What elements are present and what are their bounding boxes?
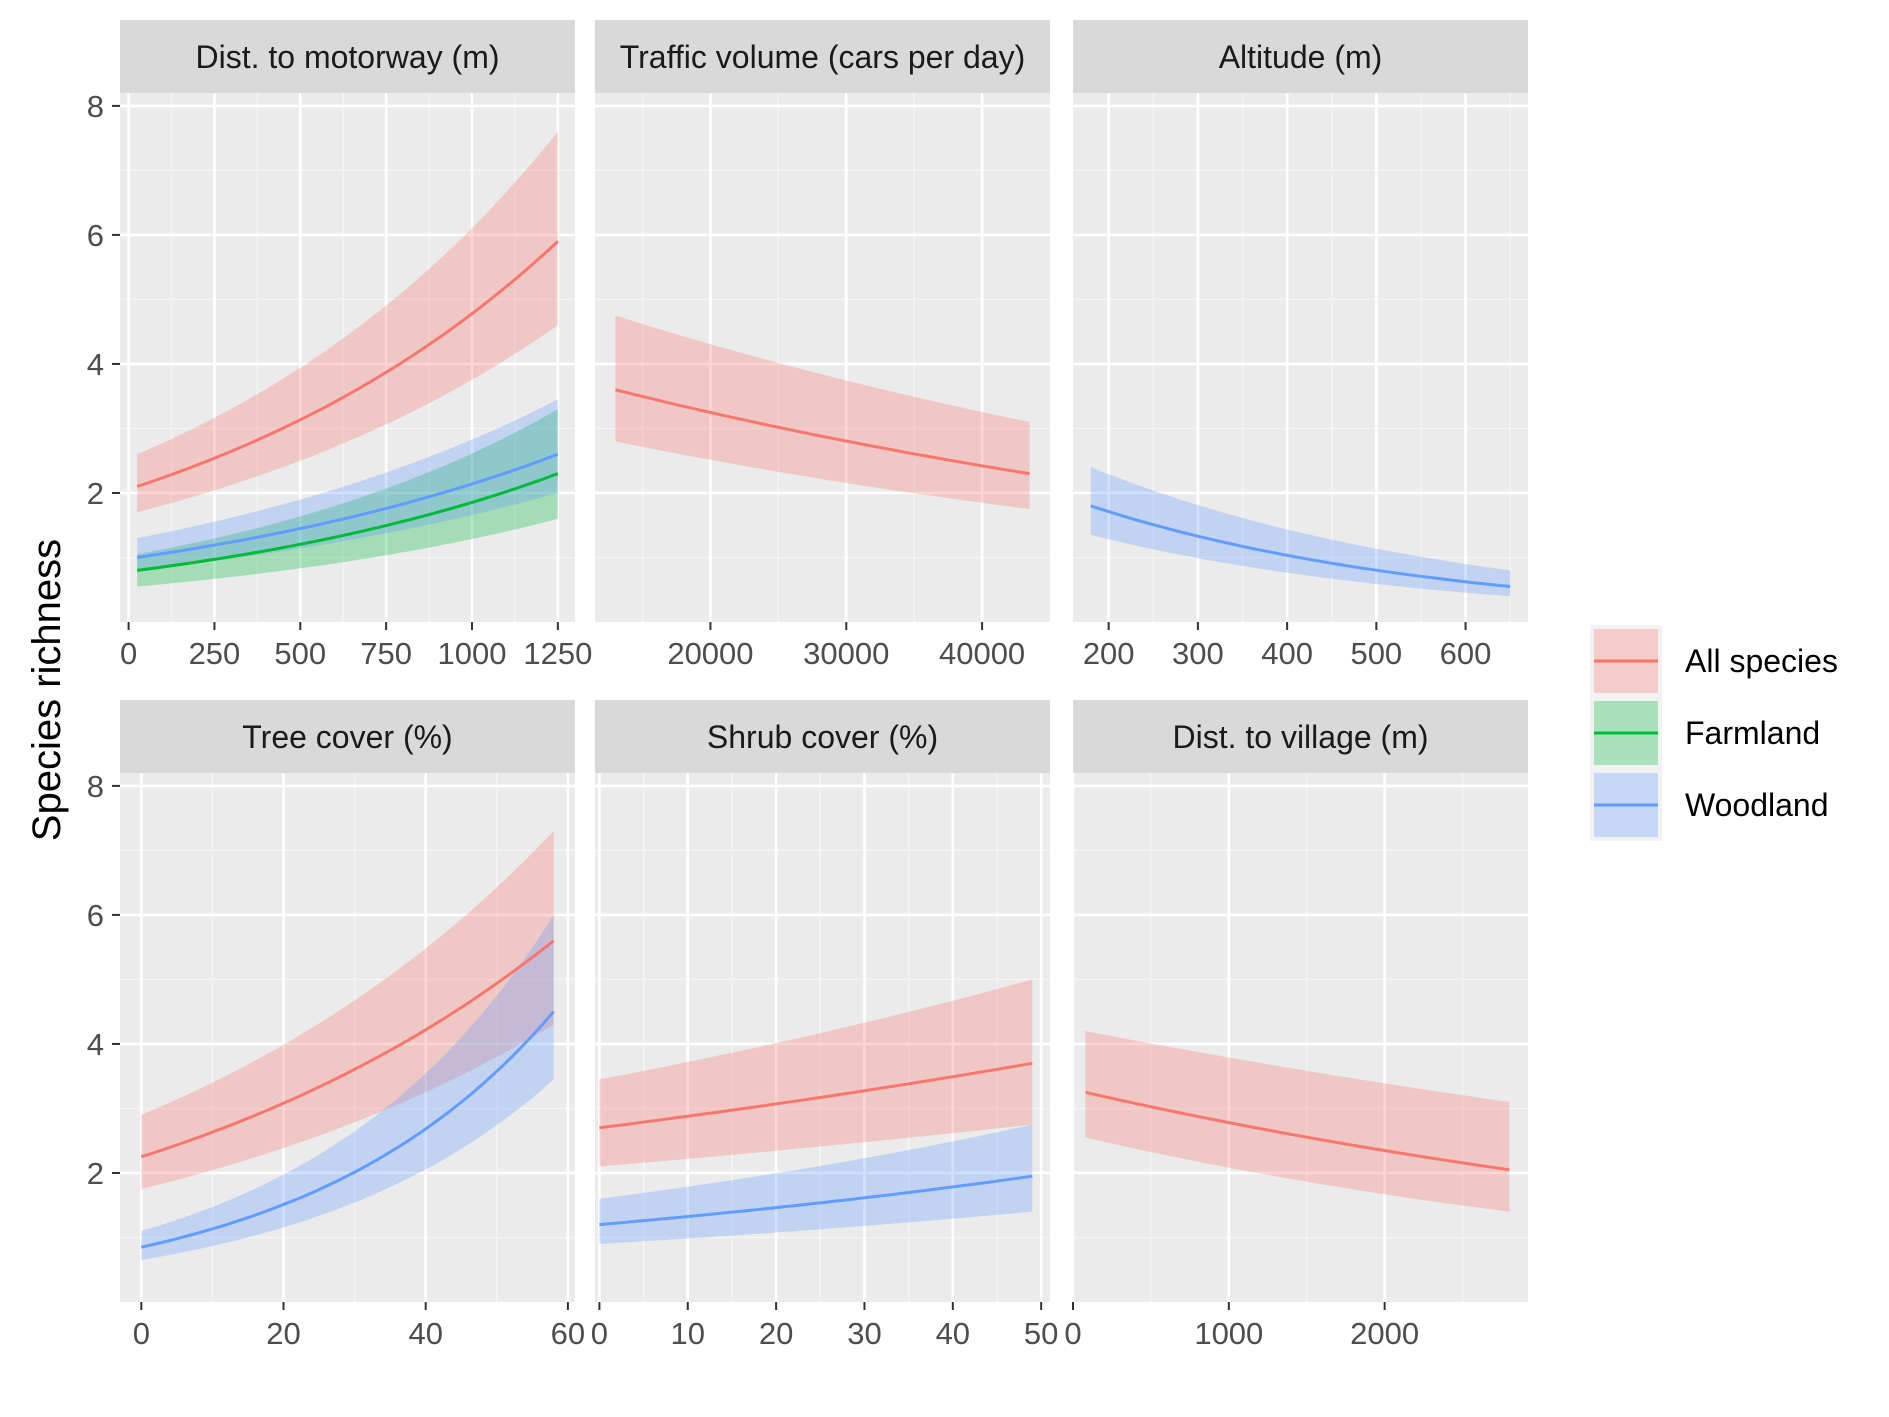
facet-panel: Shrub cover (%) 0 10 20 30 40 50 — [591, 700, 1058, 1351]
x-tick-label: 0 — [120, 636, 137, 671]
x-tick-label: 0 — [1064, 1316, 1081, 1351]
x-tick-label: 0 — [133, 1316, 150, 1351]
legend-label: Woodland — [1685, 787, 1829, 823]
fitted-line — [136, 452, 559, 559]
x-tick-label: 750 — [360, 636, 412, 671]
x-tick-label: 250 — [189, 636, 241, 671]
fitted-line — [1090, 504, 1511, 588]
fitted-line — [1085, 1090, 1510, 1172]
x-tick-label: 50 — [1024, 1316, 1058, 1351]
panel-background — [1073, 93, 1528, 622]
x-tick-label: 40 — [408, 1316, 442, 1351]
x-tick-label: 300 — [1172, 636, 1224, 671]
x-tick-label: 40 — [936, 1316, 970, 1351]
facet-strip — [1073, 20, 1528, 93]
confidence-ribbon — [137, 409, 558, 587]
x-tick-label: 1000 — [1194, 1316, 1263, 1351]
y-tick-label: 8 — [87, 89, 104, 124]
y-tick-label: 6 — [87, 898, 104, 933]
confidence-ribbon — [141, 831, 554, 1190]
x-tick-label: 600 — [1440, 636, 1492, 671]
y-tick-label: 4 — [87, 1027, 104, 1062]
facet-strip — [120, 700, 575, 773]
x-tick-label: 500 — [1350, 636, 1402, 671]
x-tick-label: 20000 — [667, 636, 753, 671]
confidence-ribbon — [599, 979, 1033, 1167]
facet-strip — [595, 20, 1050, 93]
facet-panel: Dist. to motorway (m) 0 250 500 750 1000 1250 2… — [87, 20, 592, 671]
facet-strip — [1073, 700, 1528, 773]
facet-strip-label: Shrub cover (%) — [707, 719, 938, 755]
panels-layer: Dist. to motorway (m)0 250 500 750 1000 12502… — [87, 20, 1528, 1351]
y-tick-label: 6 — [87, 218, 104, 253]
fitted-line — [140, 939, 555, 1159]
y-tick-label: 2 — [87, 476, 104, 511]
x-tick-label: 20 — [266, 1316, 300, 1351]
fitted-line — [136, 240, 559, 488]
confidence-ribbon — [1090, 467, 1511, 597]
fitted-line — [599, 1174, 1033, 1227]
y-tick-label: 8 — [87, 769, 104, 804]
x-tick-label: 10 — [671, 1316, 705, 1351]
fitted-line — [137, 472, 559, 572]
x-tick-label: 60 — [551, 1316, 585, 1351]
x-tick-label: 40000 — [939, 636, 1025, 671]
confidence-ribbon — [141, 914, 554, 1261]
y-axis-label: Species richness — [25, 539, 69, 841]
legend-label: Farmland — [1685, 715, 1820, 751]
facet-strip — [120, 20, 575, 93]
y-tick-label: 4 — [87, 347, 104, 382]
facet-strip-label: Tree cover (%) — [242, 719, 452, 755]
confidence-ribbon — [1085, 1031, 1510, 1212]
facet-strip-label: Traffic volume (cars per day) — [620, 39, 1025, 75]
x-tick-label: 500 — [274, 636, 326, 671]
panel-background — [595, 93, 1050, 622]
x-tick-label: 200 — [1083, 636, 1135, 671]
panel-background — [120, 773, 575, 1302]
x-tick-label: 400 — [1261, 636, 1313, 671]
confidence-ribbon — [137, 399, 558, 571]
legend: All species Farmland Woodland — [1590, 625, 1838, 841]
facet-strip-label: Dist. to motorway (m) — [195, 39, 499, 75]
panel-background — [595, 773, 1050, 1302]
x-tick-label: 2000 — [1350, 1316, 1419, 1351]
x-tick-label: 1000 — [437, 636, 506, 671]
y-tick-label: 2 — [87, 1156, 104, 1191]
facet-strip — [595, 700, 1050, 773]
x-tick-label: 30000 — [803, 636, 889, 671]
confidence-ribbon — [615, 315, 1030, 510]
facet-strip-label: Altitude (m) — [1219, 39, 1383, 75]
legend-item: Woodland — [1590, 769, 1829, 841]
facet-strip-label: Dist. to village (m) — [1172, 719, 1428, 755]
x-tick-label: 30 — [847, 1316, 881, 1351]
x-tick-label: 20 — [759, 1316, 793, 1351]
facet-panel: Traffic volume (cars per day) 20000 30000 4… — [595, 20, 1050, 671]
panel-background — [1073, 773, 1528, 1302]
fitted-line — [140, 1010, 555, 1249]
x-tick-label: 0 — [591, 1316, 608, 1351]
legend-item: All species — [1590, 625, 1838, 697]
legend-label: All species — [1685, 643, 1838, 679]
fitted-line — [599, 1061, 1033, 1130]
facet-panel: Tree cover (%) 0 20 40 60 2 4 6 8 — [87, 700, 585, 1351]
legend-item: Farmland — [1590, 697, 1820, 769]
facet-panel: Altitude (m) 200 300 400 500 600 — [1073, 20, 1528, 671]
facet-panel: Dist. to village (m) 0 1000 2000 — [1064, 700, 1528, 1351]
fitted-line — [615, 388, 1030, 476]
confidence-ribbon — [137, 131, 558, 513]
x-tick-label: 1250 — [523, 636, 592, 671]
